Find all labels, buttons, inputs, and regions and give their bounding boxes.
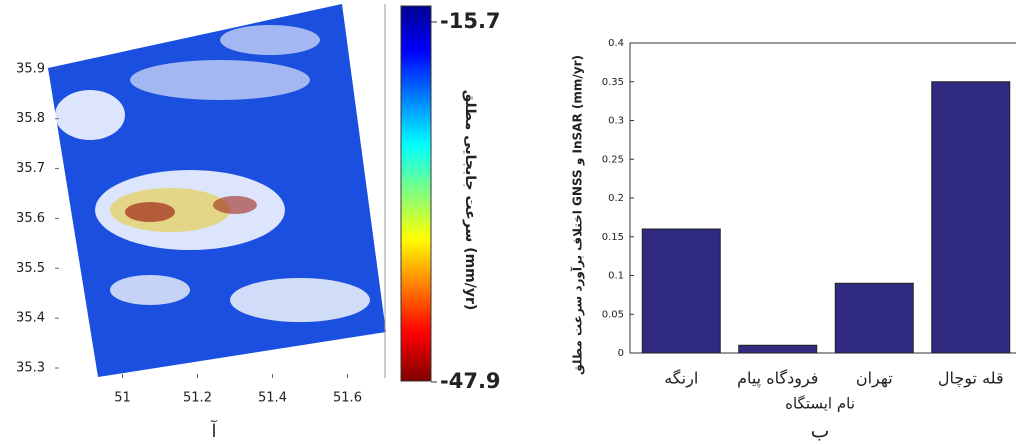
y-tick-label: 0.2 [608,193,624,204]
y-tick-label: 0.05 [602,309,624,320]
x-tick-label: فرودگاه پیام [737,369,818,389]
y-axis-label: اختلاف برآورد سرعت مطلق GNSS و InSAR (mm… [570,55,586,375]
panel-label: ب [811,419,830,443]
y-tick-label: 0.1 [608,271,624,282]
y-tick-label: 35.3 [16,361,45,376]
x-tick-label: تهران [856,369,893,389]
colorbar-tick-label: -15.7 [440,9,501,33]
colorbar-label: سرعت جابجایی مطلق (mm/yr) [462,90,478,311]
panel-label: آ [210,419,217,442]
y-tick-label: 35.5 [16,261,45,276]
x-tick-label: 51.6 [333,391,362,406]
y-tick-label: 0 [618,348,624,359]
y-tick-label: 0.4 [608,38,624,49]
x-tick-label: 51.2 [183,391,212,406]
colorbar-tick-label: -47.9 [440,369,501,393]
x-axis-label: نام ایستگاه [785,395,855,413]
y-tick-label: 35.7 [16,161,45,176]
map-raster [48,4,386,377]
bar [931,81,1011,354]
x-tick-label: قله توچال [938,369,1004,389]
y-tick-label: 0.3 [608,116,624,127]
y-tick-label: 35.8 [16,111,45,126]
y-tick-label: 0.15 [602,232,624,243]
y-tick-label: 35.4 [16,311,45,326]
bar [738,344,818,354]
colorbar [400,5,432,382]
x-tick-label: 51.4 [258,391,287,406]
y-tick-label: 35.9 [16,61,45,76]
x-tick-label: 51 [114,391,131,406]
y-tick-label: 35.6 [16,211,45,226]
y-tick-label: 0.25 [602,154,624,165]
y-tick-label: 0.35 [602,77,624,88]
bar [834,282,914,354]
x-tick-label: ارنگه [664,369,698,389]
bar [641,228,721,354]
